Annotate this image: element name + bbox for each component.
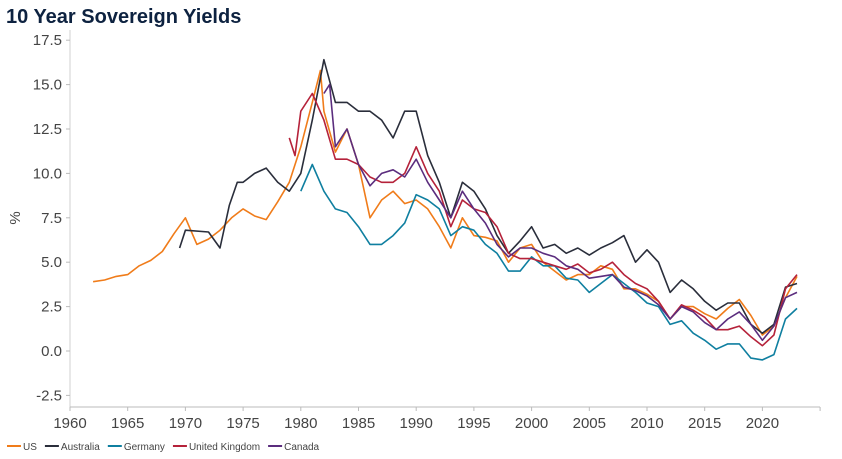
y-tick-label: 15.0 (33, 77, 62, 94)
series-line-canada (323, 83, 798, 342)
legend-label: Australia (61, 442, 100, 453)
legend-label: Germany (124, 442, 165, 453)
series-line-australia (178, 58, 798, 334)
x-tick-label: 1985 (342, 415, 375, 432)
axes: -2.5 0.0 2.5 5.0 7.5 10.0 12.5 15.0 17.5 1960 1965… (7, 30, 821, 432)
y-tick-label: 17.5 (33, 32, 62, 49)
series-line-us (92, 69, 798, 336)
legend-label: Canada (284, 442, 319, 453)
legend-label: United Kingdom (189, 442, 260, 453)
legend-item-australia: Australia (44, 442, 100, 453)
x-tick-label: 2000 (515, 415, 548, 432)
legend-label: US (23, 442, 37, 453)
x-tick-label: 1970 (169, 415, 202, 432)
x-tick-label: 2020 (746, 415, 779, 432)
y-tick-label: 5.0 (41, 254, 62, 271)
x-tick-label: 1975 (226, 415, 259, 432)
y-tick-label: 10.0 (33, 165, 62, 182)
series-line-germany (300, 163, 798, 361)
legend-item-canada: Canada (268, 442, 320, 453)
y-tick-label: -2.5 (36, 387, 62, 404)
legend-item-germany: Germany (107, 442, 165, 453)
x-tick-label: 1995 (457, 415, 490, 432)
x-tick-label: 1960 (53, 415, 86, 432)
y-axis-label: % (7, 211, 24, 224)
series-line-united-kingdom (288, 92, 798, 347)
y-tick-label: 7.5 (41, 210, 62, 227)
x-tick-label: 2010 (630, 415, 663, 432)
series-lines (92, 58, 798, 361)
legend-item-united-kingdom: United Kingdom (172, 442, 260, 453)
x-tick-label: 1990 (400, 415, 433, 432)
legend: US Australia Germany United Kingdom Canada (7, 442, 320, 453)
y-tick-label: 0.0 (41, 343, 62, 360)
legend-item-us: US (7, 442, 37, 453)
x-tick-label: 2005 (573, 415, 606, 432)
x-tick-label: 1965 (111, 415, 144, 432)
chart-title: 10 Year Sovereign Yields (6, 6, 242, 28)
x-tick-label: 1980 (284, 415, 317, 432)
y-tick-label: 12.5 (33, 121, 62, 138)
x-tick-label: 2015 (688, 415, 721, 432)
y-tick-label: 2.5 (41, 299, 62, 316)
